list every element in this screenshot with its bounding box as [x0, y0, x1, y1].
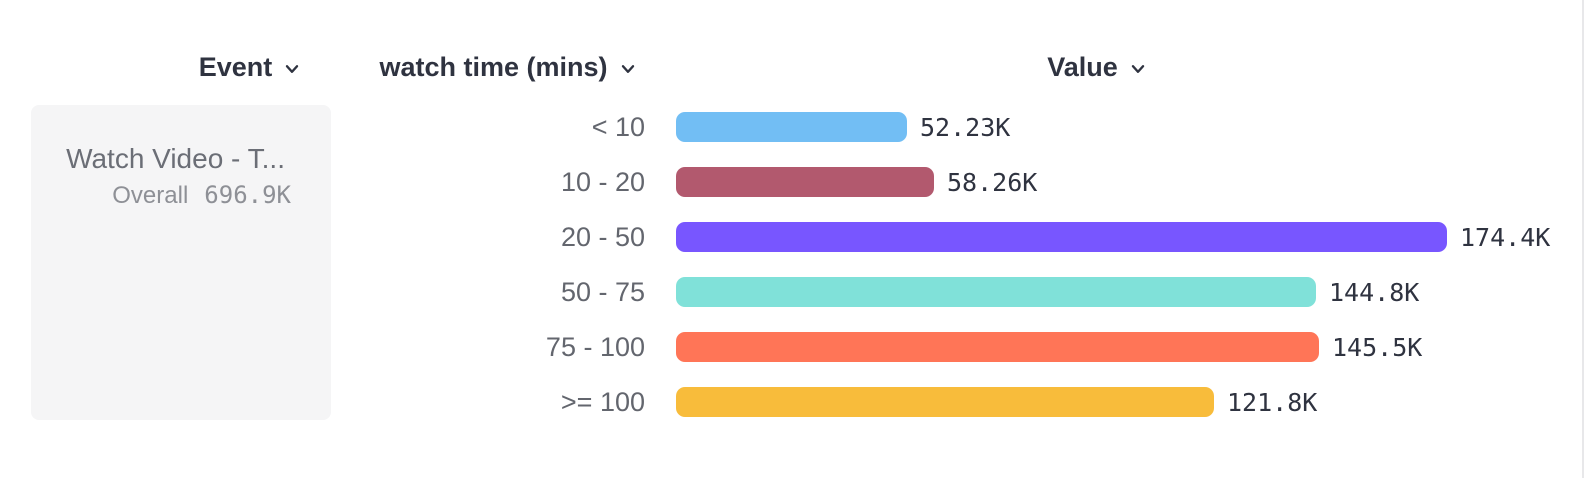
value-column-label: Value [1047, 51, 1118, 82]
category-label: < 10 [591, 112, 645, 142]
event-card[interactable]: Watch Video - T... Overall 696.9K [31, 105, 331, 420]
chevron-down-icon [286, 64, 299, 73]
value-label: 174.4K [1460, 223, 1551, 252]
bar-segment[interactable] [676, 277, 1316, 307]
event-column-header[interactable]: Event [150, 50, 350, 84]
category-label: 10 - 20 [560, 167, 645, 197]
event-column-label: Event [198, 51, 273, 82]
category-label: 20 - 50 [560, 222, 645, 252]
value-label: 52.23K [920, 113, 1011, 142]
value-label: 58.26K [947, 168, 1038, 197]
right-column-divider [1582, 0, 1584, 478]
breakdown-column-label: watch time (mins) [379, 51, 608, 82]
value-label: 144.8K [1329, 278, 1420, 307]
category-label: >= 100 [560, 387, 645, 417]
overall-label: Overall [112, 182, 189, 209]
chevron-down-icon [1131, 64, 1144, 73]
bar-segment[interactable] [676, 222, 1447, 252]
bar-segment[interactable] [676, 387, 1214, 417]
value-label: 145.5K [1332, 333, 1423, 362]
chevron-down-icon [621, 64, 634, 73]
bar-segment[interactable] [676, 167, 934, 197]
breakdown-column-header[interactable]: watch time (mins) [358, 50, 658, 84]
overall-value: 696.9K [204, 181, 291, 209]
bar-segment[interactable] [676, 112, 907, 142]
event-overall: Overall 696.9K [51, 181, 291, 210]
category-label: 50 - 75 [560, 277, 645, 307]
bar-segment[interactable] [676, 332, 1319, 362]
event-title: Watch Video - T... [66, 143, 285, 174]
value-label: 121.8K [1227, 388, 1318, 417]
value-column-header[interactable]: Value [997, 50, 1197, 84]
category-label: 75 - 100 [545, 332, 645, 362]
